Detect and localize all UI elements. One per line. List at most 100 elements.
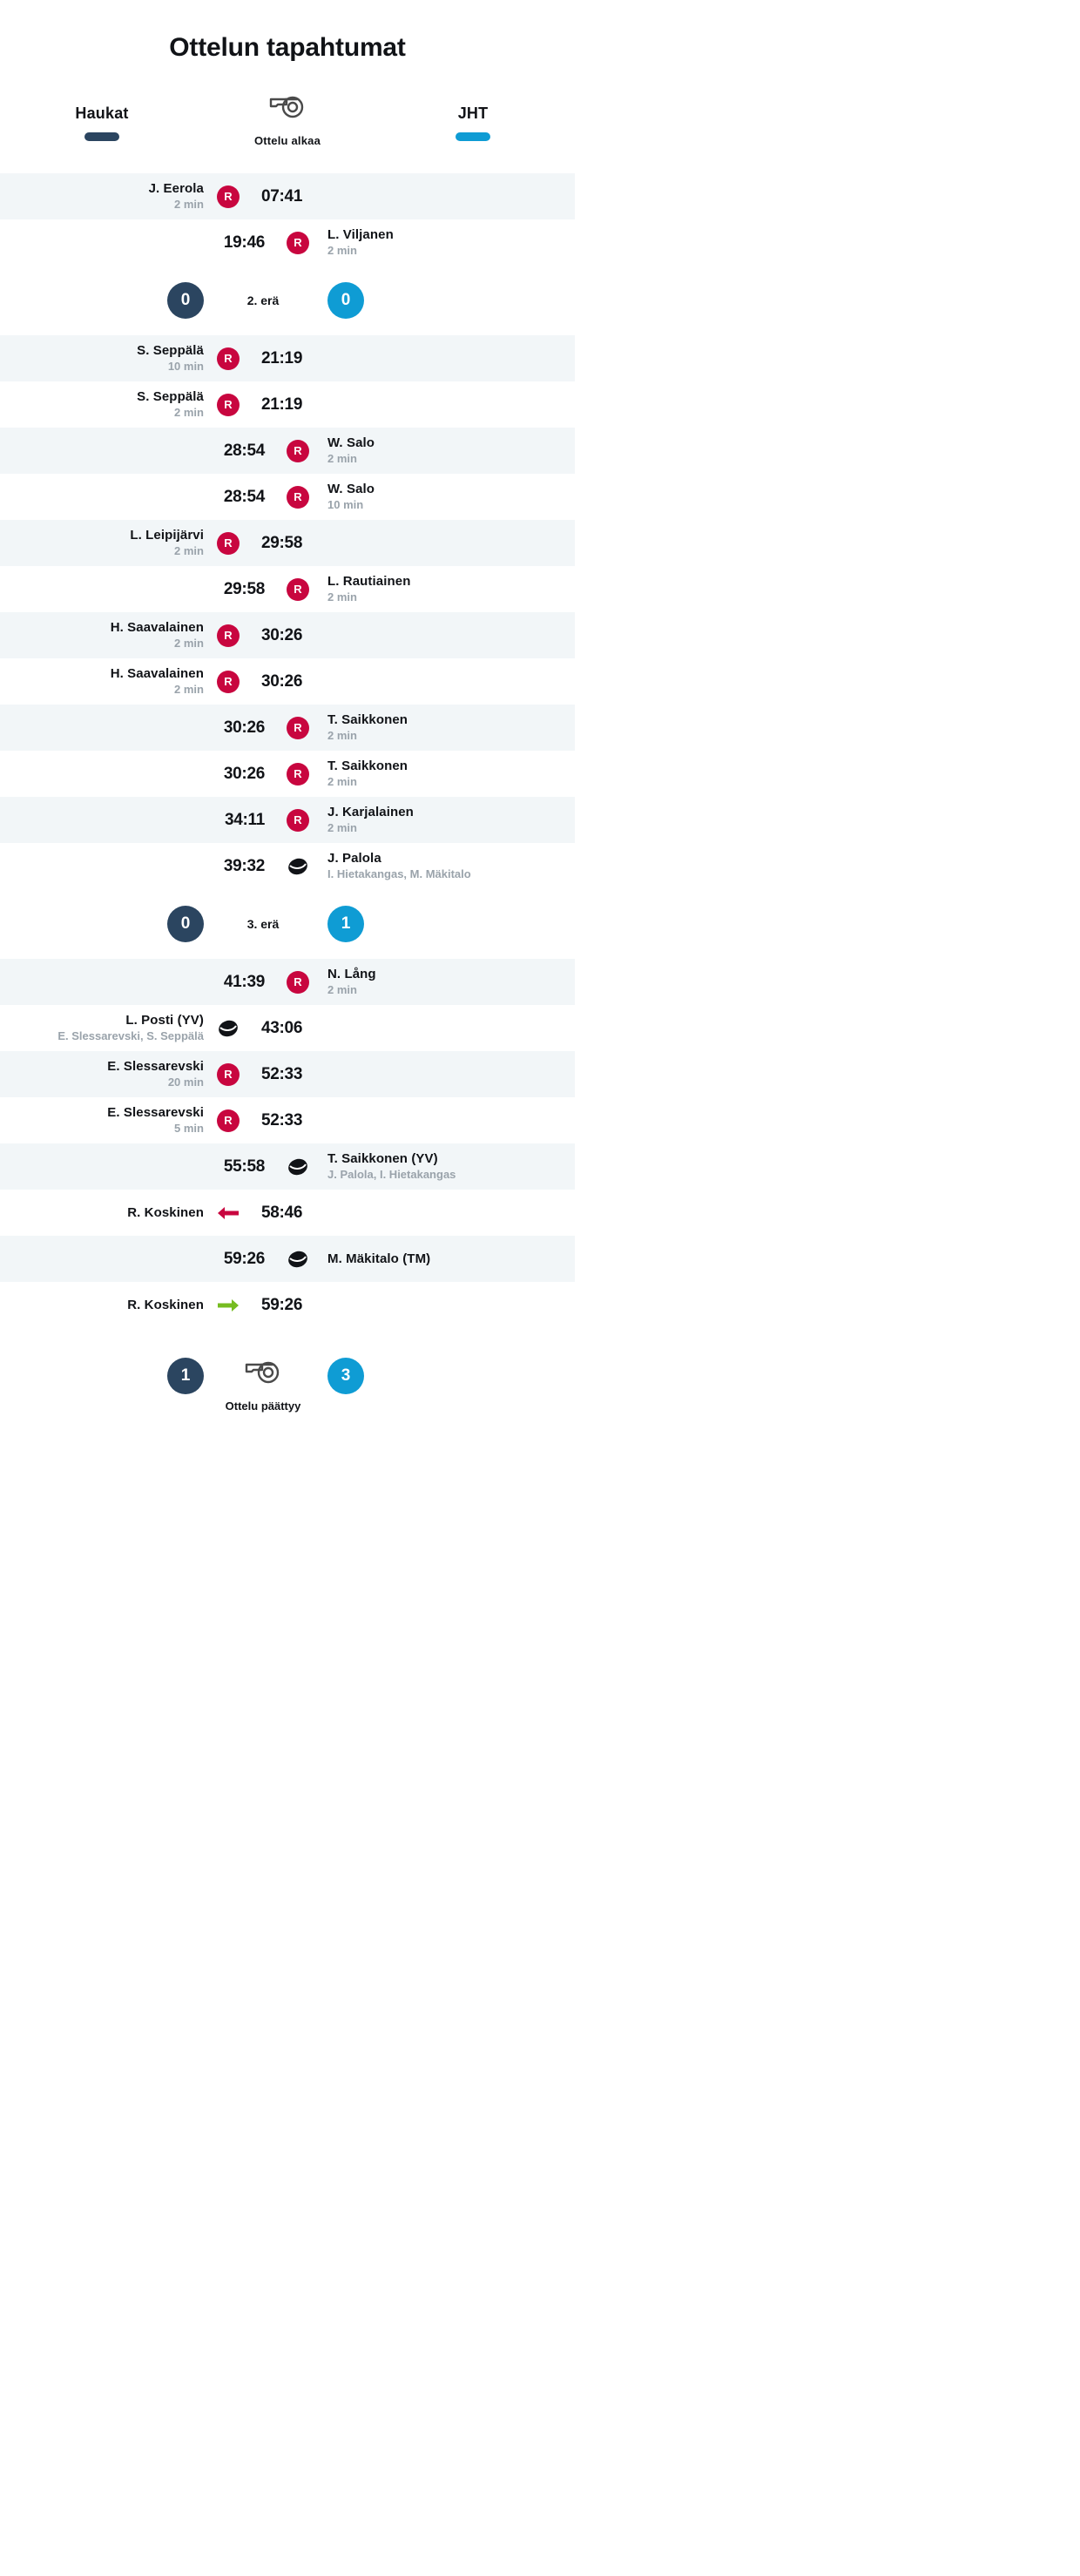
event-time: 59:26 xyxy=(261,1295,303,1314)
event-row[interactable]: 30:26 R T. Saikkonen 2 min xyxy=(0,751,575,797)
event-player-name: T. Saikkonen xyxy=(327,759,408,774)
event-player-name: L. Leipijärvi xyxy=(130,528,204,543)
event-detail: 10 min xyxy=(327,497,364,511)
puck-icon xyxy=(217,1019,240,1038)
event-player-name: H. Saavalainen xyxy=(110,666,204,682)
match-end-label: Ottelu päättyy xyxy=(225,1399,301,1413)
event-row[interactable]: R. Koskinen 59:26 xyxy=(0,1282,575,1328)
event-detail: 2 min xyxy=(327,774,357,788)
event-row[interactable]: H. Saavalainen 2 min R 30:26 xyxy=(0,612,575,658)
event-icon-cell xyxy=(273,1157,322,1177)
event-icon-cell: R xyxy=(273,762,322,786)
footer-home-score-wrap: 1 xyxy=(0,1358,204,1394)
puck-icon xyxy=(287,1250,309,1269)
event-row[interactable]: 29:58 R L. Rautiainen 2 min xyxy=(0,566,575,612)
event-away-cell: N. Lång 2 min xyxy=(322,967,575,997)
period-separator-row: 0 3. erä 1 xyxy=(0,889,575,959)
event-icon-cell: R xyxy=(204,624,253,647)
header-away-team: JHT xyxy=(371,92,575,141)
header-home-team: Haukat xyxy=(0,92,204,141)
event-icon-cell xyxy=(273,1250,322,1269)
event-row[interactable]: H. Saavalainen 2 min R 30:26 xyxy=(0,658,575,705)
event-player-name: M. Mäkitalo (TM) xyxy=(327,1251,431,1266)
event-away-cell: T. Saikkonen (YV) J. Palola, I. Hietakang… xyxy=(322,1151,575,1182)
event-row[interactable]: 55:58 T. Saikkonen (YV) J. Palola, I. Hiet… xyxy=(0,1143,575,1190)
event-detail: 10 min xyxy=(167,359,204,373)
event-row[interactable]: S. Seppälä 10 min R 21:19 xyxy=(0,335,575,381)
event-away-cell: T. Saikkonen 2 min xyxy=(322,759,575,789)
penalty-badge-icon: R xyxy=(287,970,309,994)
penalty-badge-icon: R xyxy=(217,393,240,416)
period-home-score: 0 xyxy=(167,282,204,319)
event-icon-cell: R xyxy=(273,970,322,994)
event-home-cell: R. Koskinen xyxy=(0,1298,204,1313)
event-icon-cell: R xyxy=(204,531,253,555)
penalty-badge-icon: R xyxy=(287,716,309,739)
event-row[interactable]: 39:32 J. Palola I. Hietakangas, M. Mäkital… xyxy=(0,843,575,889)
event-row[interactable]: E. Slessarevski 5 min R 52:33 xyxy=(0,1097,575,1143)
event-row[interactable]: E. Slessarevski 20 min R 52:33 xyxy=(0,1051,575,1097)
event-home-cell: L. Posti (YV) E. Slessarevski, S. Seppälä xyxy=(0,1013,204,1043)
event-home-cell: H. Saavalainen 2 min xyxy=(0,666,204,697)
away-team-name: JHT xyxy=(457,105,489,122)
event-detail: 2 min xyxy=(174,682,204,696)
penalty-badge-icon: R xyxy=(287,231,309,254)
puck-icon xyxy=(287,1157,309,1177)
event-row[interactable]: 41:39 R N. Lång 2 min xyxy=(0,959,575,1005)
event-time: 58:46 xyxy=(261,1203,303,1222)
away-team-color-bar xyxy=(456,132,490,141)
content-column: Ottelun tapahtumat Haukat Ottelu alkaa xyxy=(0,0,575,1435)
period-away-score-wrap: 0 xyxy=(322,282,526,319)
home-team-name: Haukat xyxy=(75,105,129,122)
event-detail: 2 min xyxy=(327,728,357,742)
event-row[interactable]: 34:11 R J. Karjalainen 2 min xyxy=(0,797,575,843)
period-home-score: 0 xyxy=(167,906,204,942)
event-detail: 2 min xyxy=(174,197,204,211)
event-icon-cell: R xyxy=(273,439,322,462)
event-away-cell: M. Mäkitalo (TM) xyxy=(322,1251,575,1267)
event-row[interactable]: 59:26 M. Mäkitalo (TM) xyxy=(0,1236,575,1282)
event-time: 28:54 xyxy=(223,487,265,506)
penalty-badge-icon: R xyxy=(217,1109,240,1132)
event-row[interactable]: J. Eerola 2 min R 07:41 xyxy=(0,173,575,219)
penalty-badge-icon: R xyxy=(287,762,309,786)
event-detail: E. Slessarevski, S. Seppälä xyxy=(57,1028,204,1042)
event-row[interactable]: 19:46 R L. Viljanen 2 min xyxy=(0,219,575,266)
penalty-badge-icon: R xyxy=(217,624,240,647)
header-center: Ottelu alkaa xyxy=(204,92,371,147)
event-detail: 2 min xyxy=(174,405,204,419)
event-away-cell: J. Karjalainen 2 min xyxy=(322,805,575,835)
event-time: 59:26 xyxy=(223,1249,265,1268)
puck-icon xyxy=(287,857,309,876)
event-row[interactable]: 28:54 R W. Salo 2 min xyxy=(0,428,575,474)
event-home-cell: E. Slessarevski 5 min xyxy=(0,1105,204,1136)
event-row[interactable]: S. Seppälä 2 min R 21:19 xyxy=(0,381,575,428)
event-icon-cell: R xyxy=(273,716,322,739)
event-away-cell: L. Rautiainen 2 min xyxy=(322,574,575,604)
event-player-name: R. Koskinen xyxy=(127,1297,204,1312)
event-home-cell: H. Saavalainen 2 min xyxy=(0,620,204,651)
event-time: 30:26 xyxy=(261,671,303,691)
event-row[interactable]: L. Posti (YV) E. Slessarevski, S. Seppälä… xyxy=(0,1005,575,1051)
event-time: 29:58 xyxy=(261,533,303,552)
event-row[interactable]: L. Leipijärvi 2 min R 29:58 xyxy=(0,520,575,566)
event-icon-cell: R xyxy=(204,347,253,370)
event-row[interactable]: R. Koskinen 58:46 xyxy=(0,1190,575,1236)
event-player-name: S. Seppälä xyxy=(137,343,204,359)
event-icon-cell: R xyxy=(204,185,253,208)
event-away-cell: W. Salo 10 min xyxy=(322,482,575,512)
event-icon-cell: R xyxy=(273,577,322,601)
event-icon-cell: R xyxy=(204,393,253,416)
period-away-score: 0 xyxy=(327,282,364,319)
arrow-right-icon xyxy=(217,1297,240,1314)
event-time: 34:11 xyxy=(224,810,265,829)
event-time: 07:41 xyxy=(261,186,303,206)
event-row[interactable]: 28:54 R W. Salo 10 min xyxy=(0,474,575,520)
page-title: Ottelun tapahtumat xyxy=(169,33,406,62)
penalty-badge-icon: R xyxy=(287,577,309,601)
event-icon-cell xyxy=(204,1019,253,1038)
event-row[interactable]: 30:26 R T. Saikkonen 2 min xyxy=(0,705,575,751)
whistle-icon xyxy=(204,1358,322,1387)
event-player-name: E. Slessarevski xyxy=(107,1105,204,1121)
